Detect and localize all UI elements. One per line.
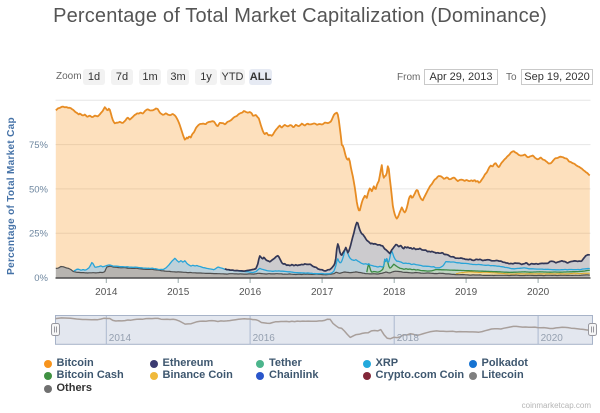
svg-text:2017: 2017 (311, 287, 334, 298)
svg-text:Percentage of Total Market Cap: Percentage of Total Market Cap (6, 117, 17, 275)
svg-text:50%: 50% (29, 184, 49, 195)
svg-text:2016: 2016 (239, 287, 262, 298)
svg-text:2018: 2018 (383, 287, 406, 298)
svg-text:0%: 0% (34, 273, 48, 284)
svg-text:2014: 2014 (109, 333, 132, 344)
svg-text:2014: 2014 (95, 287, 118, 298)
svg-text:75%: 75% (29, 140, 49, 151)
svg-text:2019: 2019 (455, 287, 478, 298)
svg-text:2016: 2016 (253, 333, 276, 344)
svg-text:2015: 2015 (167, 287, 190, 298)
svg-text:25%: 25% (29, 229, 49, 240)
svg-text:2020: 2020 (527, 287, 550, 298)
svg-text:2020: 2020 (541, 333, 564, 344)
svg-text:2018: 2018 (397, 333, 420, 344)
